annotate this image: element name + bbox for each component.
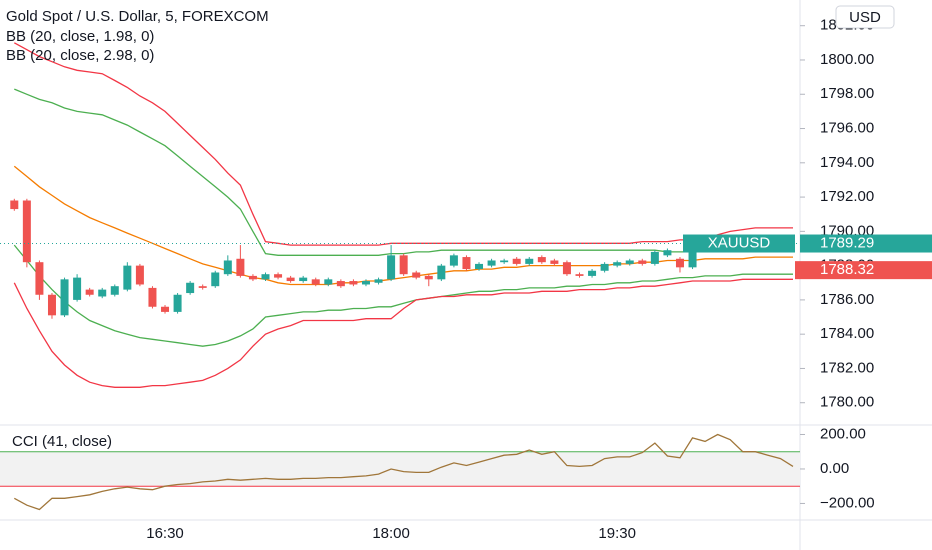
- indicator-label: BB (20, close, 1.98, 0): [6, 28, 154, 45]
- last-price-label: 1789.29: [820, 234, 874, 251]
- candle-body: [675, 258, 684, 268]
- currency-label[interactable]: USD: [849, 9, 881, 26]
- y-tick-label: 1792.00: [820, 188, 874, 205]
- indicator-label: BB (20, close, 2.98, 0): [6, 47, 154, 64]
- cci-title: CCI (41, close): [12, 433, 112, 450]
- candle-body: [135, 265, 144, 285]
- y-tick-label: 1798.00: [820, 85, 874, 102]
- candle-body: [336, 281, 345, 287]
- candle-body: [374, 279, 383, 283]
- symbol-label-box: [683, 234, 795, 253]
- y-tick-label: −200.00: [820, 494, 875, 511]
- candle-body: [123, 265, 132, 290]
- candle-body: [613, 262, 622, 266]
- current-price-label: 1788.32: [820, 261, 874, 278]
- candle-body: [22, 200, 31, 263]
- y-tick-label: 1796.00: [820, 119, 874, 136]
- y-tick-label: 1800.00: [820, 51, 874, 68]
- candle-body: [462, 257, 471, 270]
- candle-body: [512, 258, 521, 264]
- symbol-label: XAUUSD: [708, 234, 771, 251]
- candle-body: [236, 258, 245, 276]
- candle-body: [73, 277, 82, 300]
- candle-body: [286, 277, 295, 282]
- candle-body: [588, 270, 597, 276]
- indicator-line: [13, 165, 793, 286]
- plot: 1780.001782.001784.001786.001788.001790.…: [0, 17, 932, 542]
- band-fill: [0, 451, 800, 487]
- candle-body: [500, 260, 509, 263]
- candle-body: [412, 272, 421, 278]
- candle-body: [361, 281, 370, 285]
- candle-body: [475, 263, 484, 270]
- candle-body: [248, 275, 257, 280]
- candle-body: [387, 255, 396, 280]
- y-tick-label: 0.00: [820, 460, 849, 477]
- candle-body: [35, 262, 44, 295]
- candle-body: [311, 279, 320, 285]
- last-price-box: [800, 234, 932, 253]
- candle-body: [525, 258, 534, 264]
- candle-body: [274, 274, 283, 278]
- candle-body: [537, 257, 546, 263]
- candle-body: [399, 255, 408, 275]
- indicator-line: [13, 42, 793, 246]
- candle-body: [625, 260, 634, 264]
- candle-body: [324, 279, 333, 285]
- candle-body: [663, 250, 672, 256]
- candle-body: [98, 289, 107, 297]
- y-tick-label: 1782.00: [820, 359, 874, 376]
- candle-body: [10, 200, 19, 210]
- candle-body: [110, 286, 119, 295]
- candle-body: [223, 260, 232, 275]
- candle-body: [186, 282, 195, 294]
- candle-body: [47, 294, 56, 316]
- candle-body: [437, 265, 446, 280]
- x-tick-label: 18:00: [372, 525, 410, 542]
- candle-body: [424, 275, 433, 280]
- indicator-line: [14, 88, 793, 256]
- candle-body: [575, 274, 584, 276]
- x-tick-label: 19:30: [598, 525, 636, 542]
- candle-body: [562, 262, 571, 275]
- y-tick-label: 1780.00: [820, 394, 874, 411]
- candle-body: [349, 281, 358, 285]
- candle-body: [211, 272, 220, 287]
- candle-body: [550, 260, 559, 264]
- candle-body: [449, 255, 458, 266]
- candle-body: [148, 287, 157, 307]
- indicator-line: [13, 244, 793, 347]
- candle-body: [198, 286, 207, 288]
- candle-body: [638, 260, 647, 264]
- candle-body: [60, 279, 69, 316]
- candle-body: [261, 274, 270, 280]
- y-tick-label: 1786.00: [820, 291, 874, 308]
- candle-body: [650, 251, 659, 264]
- x-tick-label: 16:30: [146, 525, 184, 542]
- current-price-box: [795, 261, 932, 280]
- candle-body: [487, 260, 496, 266]
- y-tick-label: 200.00: [820, 425, 866, 442]
- candle-body: [688, 243, 697, 268]
- chart-title: Gold Spot / U.S. Dollar, 5, FOREXCOM: [6, 8, 269, 25]
- candle-body: [173, 294, 182, 312]
- indicator-line: [13, 433, 794, 511]
- indicator-line: [13, 278, 793, 388]
- y-tick-label: 1784.00: [820, 325, 874, 342]
- currency-box[interactable]: [835, 5, 895, 29]
- candle-body: [600, 263, 609, 271]
- candle-body: [85, 289, 94, 295]
- candle-body: [161, 306, 170, 312]
- candle-body: [299, 277, 308, 282]
- y-tick-label: 1794.00: [820, 154, 874, 171]
